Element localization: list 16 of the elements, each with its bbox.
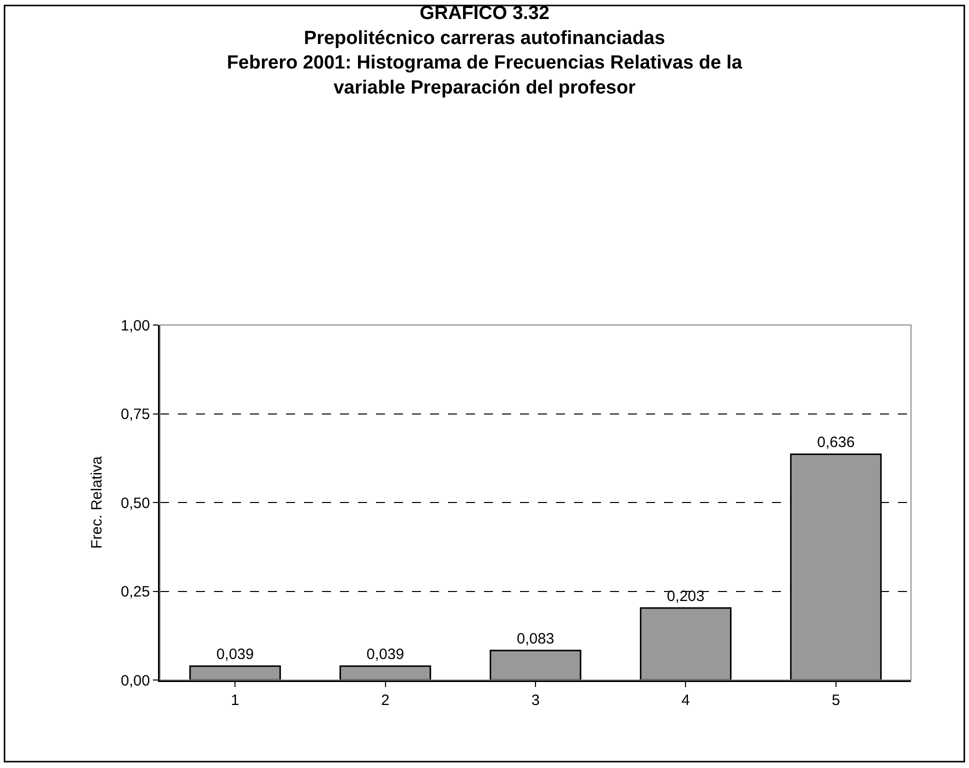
y-tick-label: 0,75 (120, 406, 150, 423)
chart-title: GRAFICO 3.32 Prepolitécnico carreras autofinanciadas Febrero 2001: Histograma de Frecuencias Relativas de la variable Preparación del profesor (226, 3, 743, 98)
data-label: 0,039 (216, 646, 254, 664)
y-tick-label: 1,00 (120, 317, 150, 334)
y-tick-label: 0,00 (120, 672, 150, 690)
y-axis-title: Frec. Relativa (88, 456, 106, 549)
y-tick-label: 0,25 (120, 584, 150, 600)
x-tick-label: 5 (832, 692, 840, 709)
x-tick-label: 2 (381, 692, 390, 709)
y-tick-label: 0,50 (120, 494, 150, 512)
data-label: 0,636 (817, 434, 855, 452)
x-tick-label: 3 (531, 692, 540, 709)
x-tick-label: 1 (230, 692, 240, 709)
data-label: 0,083 (516, 630, 554, 648)
data-label: 0,039 (366, 646, 404, 664)
x-tick-label: 4 (682, 692, 690, 709)
